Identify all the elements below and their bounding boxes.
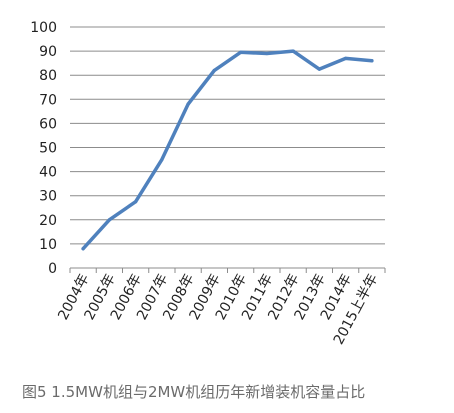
- data-point: [291, 49, 295, 53]
- data-point: [239, 50, 243, 54]
- y-tick-label: 70: [39, 92, 57, 108]
- y-tick-label: 80: [39, 68, 57, 84]
- y-tick-label: 100: [30, 20, 57, 36]
- figure-caption: 图5 1.5MW机组与2MW机组历年新增装机容量占比: [22, 383, 366, 401]
- data-point: [81, 247, 85, 251]
- y-tick-label: 40: [39, 165, 57, 181]
- data-point: [265, 51, 269, 56]
- line-chart: 0 10 20 30 40 50 60 70 80 90 100 2004年2005年2006年20…: [30, 20, 386, 347]
- y-tick-label: 30: [39, 189, 57, 205]
- y-tick-label: 20: [39, 213, 57, 229]
- y-axis-ticks: 0 10 20 30 40 50 60 70 80 90 100: [30, 20, 57, 277]
- x-axis-ticks: 2004年2005年2006年2007年2008年2009年2010年2011年…: [55, 268, 386, 347]
- series-group: [81, 49, 374, 251]
- data-point: [160, 157, 164, 162]
- data-point: [212, 68, 216, 72]
- data-point: [370, 59, 374, 63]
- data-point: [317, 67, 321, 71]
- y-tick-label: 90: [39, 44, 57, 60]
- gridlines: [70, 26, 385, 245]
- y-tick-label: 60: [39, 116, 57, 132]
- y-tick-label: 50: [39, 141, 57, 157]
- data-point: [107, 218, 111, 222]
- data-point: [186, 102, 190, 106]
- data-point: [344, 56, 348, 60]
- y-tick-label: 0: [48, 261, 57, 277]
- series-line: [81, 49, 374, 251]
- data-point: [134, 200, 138, 204]
- y-tick-label: 10: [39, 237, 57, 253]
